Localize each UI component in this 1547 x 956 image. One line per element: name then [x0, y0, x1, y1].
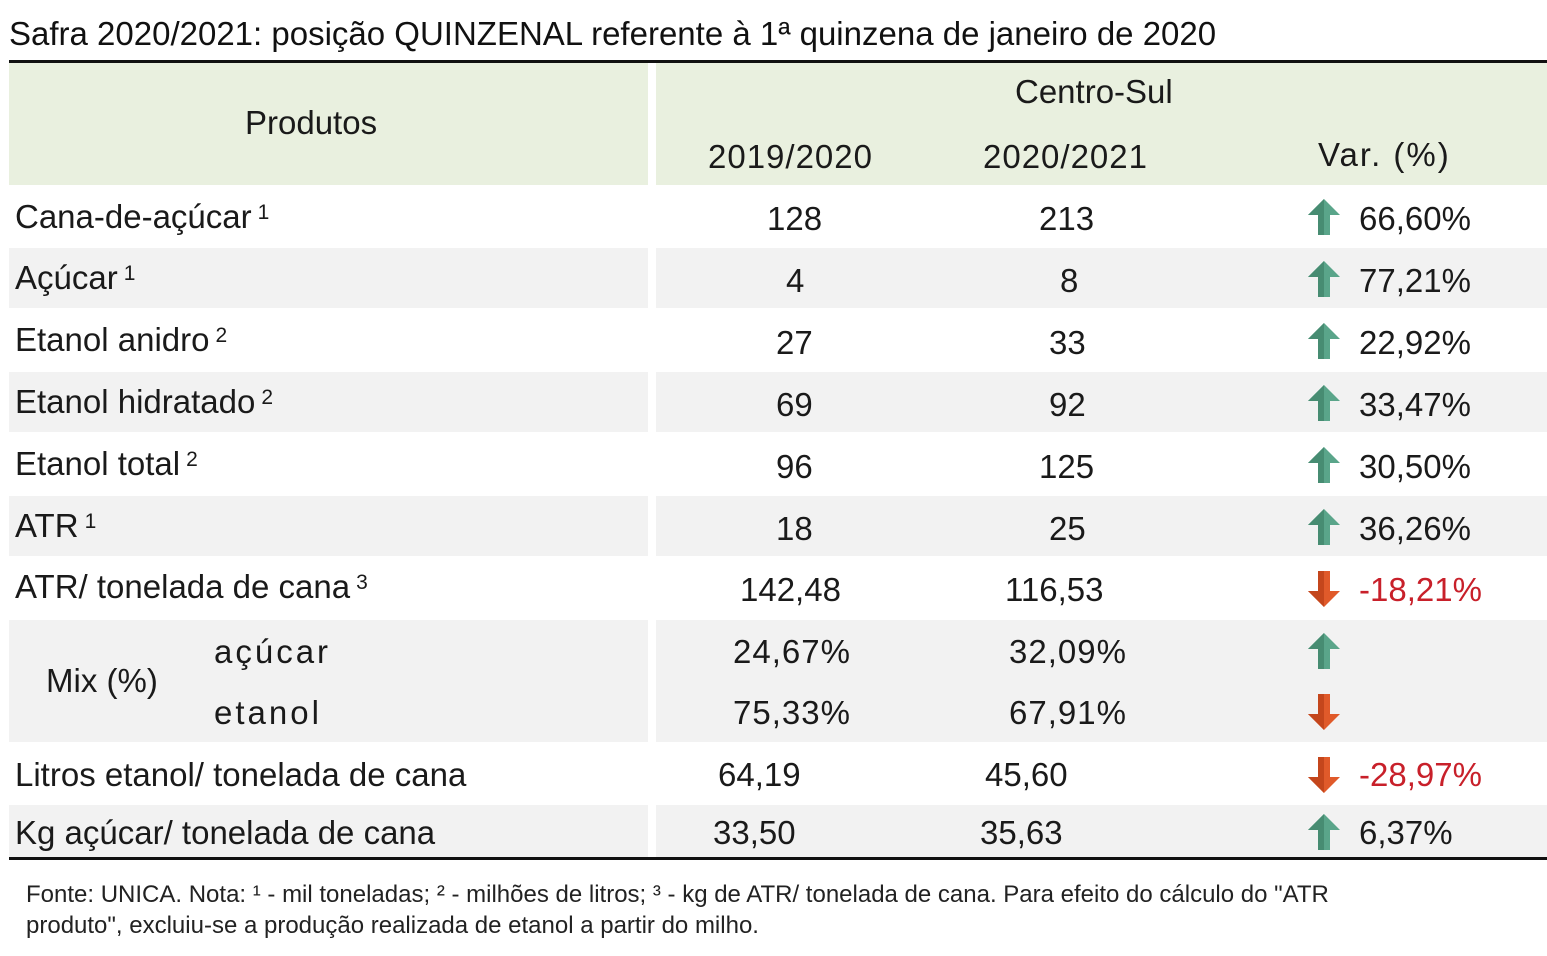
- table-row-label: Açúcar 1: [15, 259, 136, 296]
- row-band: [9, 620, 648, 742]
- up-arrow-icon: [1308, 633, 1340, 669]
- header-products: Produtos: [245, 104, 378, 141]
- row-band: [9, 496, 648, 556]
- table-title: Safra 2020/2021: posição QUINZENAL refer…: [9, 15, 1217, 52]
- table-cell-var: 77,21%: [1359, 262, 1471, 299]
- table-row-label: Etanol hidratado 2: [15, 383, 274, 420]
- mix-cell-prev: 75,33%: [733, 694, 851, 731]
- row-band: [656, 496, 1547, 556]
- up-arrow-icon: [1308, 323, 1340, 359]
- table-row-label: Etanol anidro 2: [15, 321, 228, 358]
- table-cell-prev: 64,19: [718, 756, 801, 793]
- mix-cell-curr: 67,91%: [1009, 694, 1127, 731]
- table-cell-curr: 92: [1049, 386, 1086, 423]
- row-band: [9, 372, 648, 432]
- table-row-label: ATR 1: [15, 507, 97, 544]
- table-row-label: Kg açúcar/ tonelada de cana: [15, 814, 436, 851]
- table-cell-prev: 128: [767, 200, 823, 237]
- mix-cell-curr: 32,09%: [1009, 633, 1127, 670]
- row-band: [656, 372, 1547, 432]
- table-cell-var: 33,47%: [1359, 386, 1471, 423]
- table-cell-var: 66,60%: [1359, 200, 1471, 237]
- table-cell-var: 6,37%: [1359, 814, 1453, 851]
- table-row-label: Etanol total 2: [15, 445, 198, 482]
- header-region: Centro-Sul: [1015, 73, 1173, 110]
- table-cell-var: 36,26%: [1359, 510, 1471, 547]
- table-cell-curr: 125: [1039, 448, 1095, 485]
- up-arrow-icon: [1308, 447, 1340, 483]
- footnote: Fonte: UNICA. Nota: ¹ - mil toneladas; ²…: [26, 879, 1329, 941]
- table-cell-prev: 4: [786, 262, 805, 299]
- table-cell-curr: 25: [1049, 510, 1086, 547]
- top-rule: [9, 60, 1547, 63]
- table-row-label: Litros etanol/ tonelada de cana: [15, 756, 467, 793]
- header-region-cell: [656, 63, 1547, 185]
- table-cell-var: 30,50%: [1359, 448, 1471, 485]
- table-cell-prev: 27: [776, 324, 813, 361]
- row-band: [9, 248, 648, 308]
- header-col-var: Var. (%): [1318, 136, 1451, 173]
- table-cell-prev: 69: [776, 386, 813, 423]
- table-cell-var: -28,97%: [1359, 756, 1482, 793]
- table-cell-curr: 33: [1049, 324, 1086, 361]
- table-cell-curr: 35,63: [980, 814, 1063, 851]
- up-arrow-icon: [1308, 199, 1340, 235]
- header-col-prev: 2019/2020: [708, 138, 873, 175]
- mix-label: Mix (%): [46, 662, 158, 699]
- table-cell-curr: 8: [1060, 262, 1079, 299]
- row-band: [656, 248, 1547, 308]
- table-cell-prev: 96: [776, 448, 813, 485]
- up-arrow-icon: [1308, 509, 1340, 545]
- row-band: [656, 805, 1547, 857]
- table-cell-var: -18,21%: [1359, 571, 1482, 608]
- table-row-label: Cana-de-açúcar 1: [15, 198, 270, 235]
- up-arrow-icon: [1308, 814, 1340, 850]
- up-arrow-icon: [1308, 385, 1340, 421]
- footnote-line: Fonte: UNICA. Nota: ¹ - mil toneladas; ²…: [26, 881, 1329, 908]
- table-cell-curr: 45,60: [985, 756, 1068, 793]
- table-cell-prev: 33,50: [713, 814, 796, 851]
- table-cell-curr: 213: [1039, 200, 1095, 237]
- bottom-rule: [9, 857, 1547, 860]
- table-cell-var: 22,92%: [1359, 324, 1471, 361]
- mix-row-label: açúcar: [214, 633, 332, 670]
- up-arrow-icon: [1308, 261, 1340, 297]
- down-arrow-icon: [1308, 757, 1340, 793]
- down-arrow-icon: [1308, 571, 1340, 607]
- down-arrow-icon: [1308, 694, 1340, 730]
- mix-row-label: etanol: [214, 694, 322, 731]
- table-cell-prev: 18: [776, 510, 813, 547]
- table-cell-prev: 142,48: [740, 571, 841, 608]
- row-band: [9, 805, 648, 857]
- table-cell-curr: 116,53: [1005, 571, 1104, 608]
- mix-cell-prev: 24,67%: [733, 633, 851, 670]
- row-band: [656, 620, 1547, 742]
- header-products-cell: [9, 63, 648, 185]
- header-col-curr: 2020/2021: [983, 138, 1148, 175]
- table-row-label: ATR/ tonelada de cana 3: [15, 568, 368, 605]
- footnote-line: produto", excluiu-se a produção realizad…: [26, 912, 759, 939]
